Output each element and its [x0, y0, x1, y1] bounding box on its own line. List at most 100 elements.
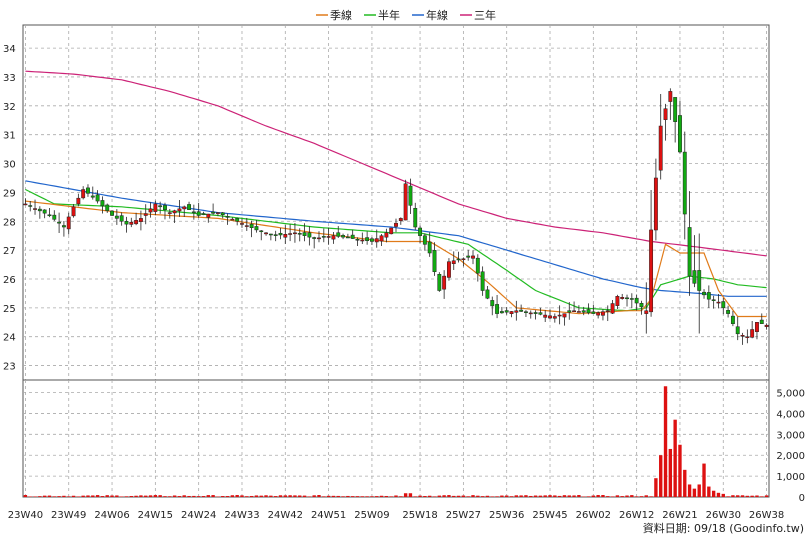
- volume-bar: [67, 496, 71, 497]
- volume-bar: [480, 496, 485, 497]
- volume-bar: [610, 496, 615, 497]
- candle-body: [504, 310, 509, 313]
- candle-body: [177, 208, 182, 212]
- candle-body: [273, 234, 278, 236]
- volume-bar: [331, 495, 336, 497]
- candle-body: [360, 239, 365, 242]
- volume-bar: [76, 496, 81, 497]
- volume-bar: [288, 495, 292, 497]
- candle-body: [620, 297, 625, 299]
- candle-body: [244, 225, 249, 227]
- volume-bar: [110, 495, 114, 497]
- x-tick-label: 24W24: [181, 510, 216, 521]
- candle-body: [581, 310, 586, 313]
- candle-body: [389, 227, 394, 235]
- price-tick-label: 34: [3, 44, 16, 55]
- volume-tick-label: 1,000: [776, 472, 805, 483]
- volume-bar: [264, 495, 268, 497]
- volume-bar: [336, 495, 340, 497]
- candle-body: [114, 215, 119, 219]
- volume-bar: [760, 496, 764, 497]
- candle-body: [163, 205, 167, 210]
- volume-bar: [221, 496, 225, 497]
- volume-bar: [514, 495, 519, 497]
- volume-bar: [105, 495, 109, 497]
- volume-bar: [47, 495, 52, 497]
- candle-body: [379, 235, 384, 242]
- volume-bar: [360, 496, 364, 497]
- volume-bar: [755, 495, 759, 497]
- candle-body: [528, 312, 533, 315]
- x-tick-label: 24W51: [311, 510, 346, 521]
- candle-body: [461, 258, 466, 261]
- candle-body: [629, 298, 634, 300]
- candle-body: [312, 237, 317, 239]
- volume-bar: [476, 495, 480, 497]
- volume-bar: [567, 495, 571, 497]
- axes: 23 24 25 26 27 28 29 30 31 32 33 34 0 1,000 2,000 3,000…: [3, 44, 805, 521]
- volume-bar: [326, 495, 331, 497]
- candle-body: [649, 229, 654, 313]
- candle-body: [365, 237, 370, 241]
- volume-bar: [269, 495, 273, 497]
- volume-bar: [71, 495, 76, 497]
- candle-body: [292, 232, 297, 235]
- volume-bar: [572, 495, 576, 497]
- candle-body: [81, 189, 86, 199]
- candle-body: [191, 211, 196, 214]
- x-tick-label: 25W45: [532, 510, 567, 521]
- candle-body: [427, 241, 432, 254]
- candle-body: [119, 215, 124, 222]
- volume-bar: [192, 495, 196, 497]
- legend-label: 季線: [330, 8, 352, 22]
- volume-bar: [100, 496, 105, 497]
- candle-body: [100, 200, 105, 207]
- candle-body: [572, 310, 577, 312]
- volume-bar: [745, 495, 750, 497]
- candle-body: [552, 316, 557, 319]
- volume-bar: [38, 496, 42, 497]
- volume-bar: [620, 496, 624, 497]
- volume-bar: [249, 495, 254, 497]
- candle-body: [57, 221, 62, 224]
- candle-body: [182, 206, 187, 210]
- candle-body: [687, 227, 692, 277]
- volume-bar: [119, 496, 124, 497]
- candle-body: [663, 108, 668, 120]
- candle-body: [716, 301, 721, 304]
- legend-label: 半年: [378, 8, 400, 22]
- candle-body: [480, 271, 485, 291]
- candle-body: [129, 221, 134, 225]
- candle-body: [331, 235, 336, 240]
- candle-body: [615, 296, 620, 306]
- candle-body: [394, 222, 398, 227]
- candle-body: [196, 211, 201, 216]
- legend-label: 年線: [426, 8, 448, 22]
- candle-body: [764, 324, 769, 327]
- volume-bar: [716, 492, 721, 497]
- candle-body: [740, 335, 745, 337]
- candle-body: [61, 225, 66, 228]
- candle-body: [543, 314, 548, 318]
- candle-body: [485, 289, 490, 299]
- volume-bar: [163, 496, 167, 497]
- candle-body: [408, 185, 413, 206]
- volume-bar: [254, 495, 259, 497]
- volume-bar: [418, 495, 422, 497]
- candle-body: [447, 261, 451, 278]
- candle-body: [336, 232, 341, 237]
- candle-body: [230, 218, 235, 221]
- candle-body: [321, 236, 326, 238]
- volume-bar: [764, 495, 769, 497]
- candle-body: [355, 239, 360, 241]
- volume-bar: [403, 493, 408, 497]
- candle-body: [745, 336, 750, 338]
- volume-bar: [625, 495, 629, 497]
- volume-bar: [639, 496, 644, 497]
- x-tick-label: 26W30: [706, 510, 741, 521]
- volume-bar: [302, 495, 307, 497]
- candle-body: [601, 311, 605, 316]
- candle-body: [23, 203, 28, 206]
- candle-body: [206, 213, 211, 218]
- volume-bar: [196, 496, 201, 497]
